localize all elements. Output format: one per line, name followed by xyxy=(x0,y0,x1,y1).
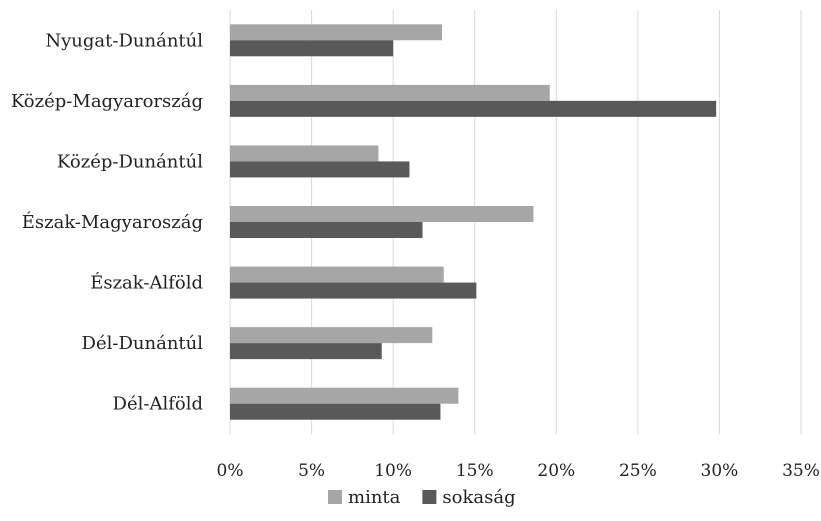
category-label: Nyugat-Dunántúl xyxy=(45,30,203,51)
bar-sokaság xyxy=(230,403,441,420)
x-tick-labels: 0% 5% 10% 15% 20% 25% 30% 35% xyxy=(217,461,820,481)
bar-minta xyxy=(230,327,433,344)
bar-minta xyxy=(230,24,443,41)
x-tick-label: 30% xyxy=(701,461,739,481)
x-tick-label: 25% xyxy=(619,461,657,481)
bar-minta xyxy=(230,84,550,101)
legend: minta sokaság xyxy=(328,487,516,508)
x-tick-label: 0% xyxy=(217,461,244,481)
x-tick-label: 15% xyxy=(456,461,494,481)
legend-swatch-sokaság xyxy=(422,490,437,504)
x-tick-label: 20% xyxy=(537,461,575,481)
bar-sokaság xyxy=(230,100,717,117)
bar-minta xyxy=(230,206,534,222)
legend-label-sokaság: sokaság xyxy=(442,487,515,508)
x-tick-label: 5% xyxy=(298,461,325,481)
category-labels: Nyugat-Dunántúl Közép-Magyarország Közép-D… xyxy=(11,30,203,414)
category-label: Dél-Alföld xyxy=(113,394,203,415)
x-tick-label: 35% xyxy=(782,461,820,481)
legend-swatch-minta xyxy=(328,490,342,504)
legend-label-minta: minta xyxy=(348,487,401,508)
x-tick-label: 10% xyxy=(374,461,412,481)
category-label: Észak-Magyaroszág xyxy=(22,210,203,233)
bar-sokaság xyxy=(230,282,477,299)
bar-minta xyxy=(230,387,459,404)
bar-minta xyxy=(230,266,444,283)
bar-sokaság xyxy=(230,343,382,360)
category-label: Közép-Dunántúl xyxy=(57,151,203,172)
bar-sokaság xyxy=(230,40,394,57)
category-label: Dél-Dunántúl xyxy=(82,333,204,354)
bar-sokaság xyxy=(230,161,410,178)
category-label: Észak-Alföld xyxy=(90,271,203,294)
category-label: Közép-Magyarország xyxy=(11,91,203,112)
bars xyxy=(230,24,717,420)
bar-sokaság xyxy=(230,222,423,238)
bar-minta xyxy=(230,145,379,162)
